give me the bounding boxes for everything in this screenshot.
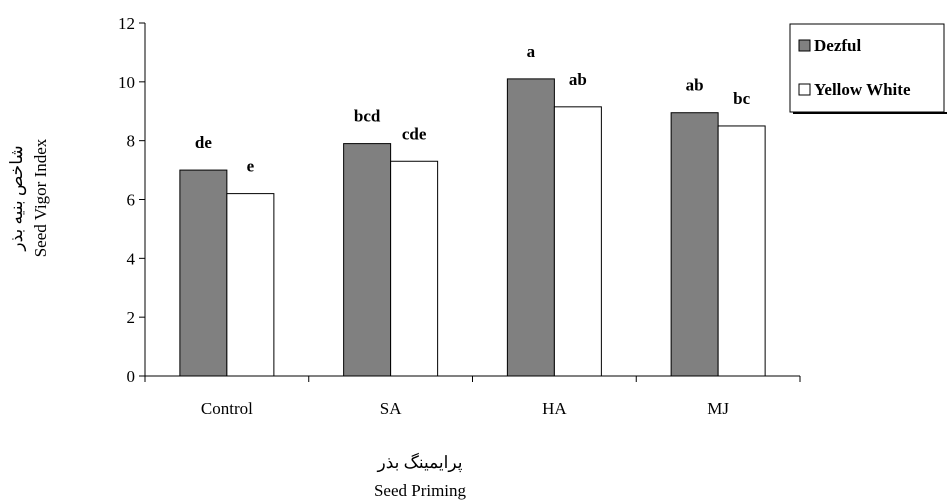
y-tick-label: 0 — [127, 367, 136, 386]
legend-box-shadow — [793, 112, 947, 114]
y-tick-label: 10 — [118, 73, 135, 92]
bar-dezful — [506, 78, 555, 377]
significance-label: de — [195, 133, 212, 152]
y-tick-label: 12 — [118, 14, 135, 33]
bar-dezful — [343, 143, 392, 377]
x-tick-label: HA — [542, 399, 567, 418]
bar-yellow-white — [390, 160, 439, 377]
significance-label: bcd — [354, 107, 381, 126]
bar-dezful — [670, 112, 719, 377]
y-axis-title-persian: شاخص بنیه بذر — [7, 145, 27, 251]
significance-label: a — [527, 42, 536, 61]
y-tick-label: 4 — [127, 249, 136, 268]
plot-area: 0 2 4 6 8 10 12 Control de e SA bcd cde HA a ab MJ ab bc — [118, 14, 801, 418]
x-axis-title-english: Seed Priming — [374, 481, 467, 500]
bar-yellow-white — [226, 193, 275, 377]
x-axis-title-persian: پرایمینگ بذر — [377, 452, 463, 473]
y-axis-title-english: Seed Vigor Index — [31, 138, 50, 257]
legend-swatch-dezful — [798, 39, 811, 52]
legend-box — [789, 23, 945, 113]
significance-label: e — [247, 157, 255, 176]
x-tick-label: Control — [201, 399, 253, 418]
x-tick-label: SA — [380, 399, 402, 418]
significance-label: ab — [686, 76, 704, 95]
y-tick-label: 2 — [127, 308, 136, 327]
significance-label: bc — [733, 89, 750, 108]
significance-label: ab — [569, 70, 587, 89]
legend: Dezful Yellow White — [789, 23, 947, 114]
bar-yellow-white — [553, 106, 602, 377]
significance-label: cde — [402, 124, 427, 143]
bar-dezful — [179, 169, 228, 377]
legend-label-yellow-white: Yellow White — [814, 80, 911, 99]
y-tick-label: 6 — [127, 191, 136, 210]
legend-label-dezful: Dezful — [814, 36, 861, 55]
legend-swatch-yellow-white — [798, 83, 811, 96]
x-tick-label: MJ — [707, 399, 729, 418]
y-tick-label: 8 — [127, 132, 136, 151]
bar-yellow-white — [717, 125, 766, 377]
